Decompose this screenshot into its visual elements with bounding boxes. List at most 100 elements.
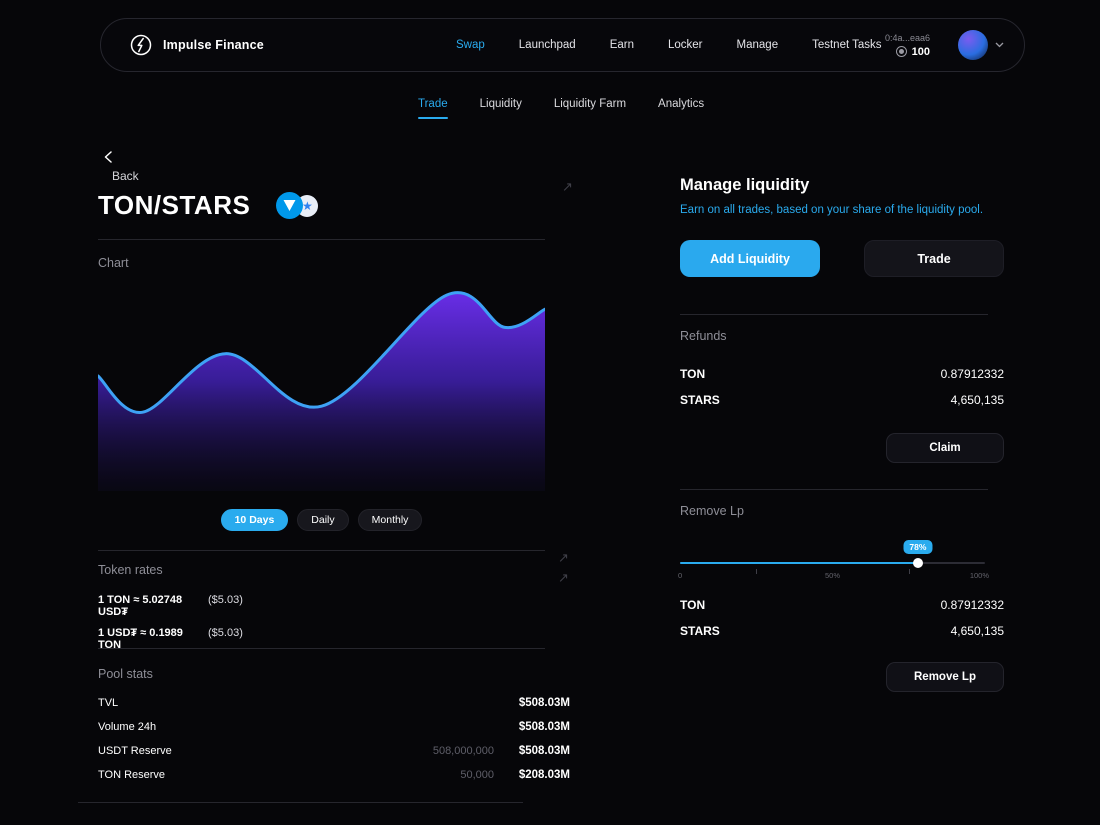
divider (98, 648, 545, 649)
pool-stat-row: TVL $508.03M (98, 691, 570, 715)
pair-token-icons (276, 192, 319, 219)
pool-stat-label: USDT Reserve (98, 745, 172, 757)
rate-text: 1 TON ≈ 5.02748 USD₮ (98, 594, 183, 618)
remove-token-label: STARS (680, 624, 720, 638)
avatar (958, 30, 988, 60)
chart-section-label: Chart (98, 256, 129, 270)
nav-item-manage[interactable]: Manage (736, 39, 779, 51)
tab-liquidity-farm[interactable]: Liquidity Farm (553, 98, 627, 110)
range-button-10days[interactable]: 10 Days (220, 509, 289, 531)
remove-slider-fill (680, 562, 918, 564)
pool-stat-raw: 50,000 (460, 769, 494, 781)
divider (98, 239, 545, 240)
nav-item-testnet-tasks[interactable]: Testnet Tasks (812, 39, 882, 51)
refund-token-value: 4,650,135 (950, 393, 1004, 407)
back-button[interactable]: Back (103, 150, 139, 183)
slider-tick-mark (756, 569, 758, 574)
pool-stats-section: Pool stats TVL $508.03M Volume 24h $508.… (98, 667, 570, 787)
token-rates-title: Token rates (98, 563, 163, 577)
pool-stat-usd: $508.03M (518, 697, 570, 709)
divider (78, 802, 523, 803)
tab-trade[interactable]: Trade (418, 98, 448, 119)
nav-item-swap[interactable]: Swap (456, 39, 485, 51)
remove-token-value: 0.87912332 (940, 598, 1004, 612)
liquidity-actions: Add Liquidity Trade (680, 240, 1004, 277)
slider-tick-label: 50% (824, 571, 841, 580)
claim-button[interactable]: Claim (886, 433, 1004, 463)
pool-stat-row: USDT Reserve 508,000,000 $508.03M (98, 739, 570, 763)
pool-stat-label: Volume 24h (98, 721, 157, 733)
nav-item-launchpad[interactable]: Launchpad (518, 39, 576, 51)
sub-tabs: Trade Liquidity Liquidity Farm Analytics (418, 98, 704, 119)
range-button-daily[interactable]: Daily (297, 509, 349, 531)
refund-row: TON 0.87912332 (680, 367, 1004, 381)
wallet-chip[interactable]: 0:4a...eaa6 100 (885, 33, 930, 58)
trade-button[interactable]: Trade (864, 240, 1004, 277)
refunds-title: Refunds (680, 329, 727, 343)
nav-item-earn[interactable]: Earn (609, 39, 634, 51)
navbar-right: 0:4a...eaa6 100 (885, 30, 1004, 60)
slider-tick-label: 100% (969, 571, 989, 580)
refund-token-value: 0.87912332 (940, 367, 1004, 381)
wallet-address: 0:4a...eaa6 (884, 32, 930, 43)
tab-liquidity[interactable]: Liquidity (479, 98, 522, 110)
brand-name: Impulse Finance (163, 38, 264, 52)
remove-token-label: TON (680, 598, 706, 612)
brand[interactable]: Impulse Finance (129, 33, 264, 57)
remove-row: TON 0.87912332 (680, 598, 1004, 612)
back-label: Back (112, 169, 139, 183)
pool-stat-usd: $508.03M (518, 745, 570, 757)
impulse-logo-icon (130, 34, 152, 56)
rate-usd: ($5.03) (208, 594, 243, 606)
external-link-icon[interactable] (558, 551, 569, 564)
pool-stat-raw: 508,000,000 (432, 745, 494, 757)
refund-row: STARS 4,650,135 (680, 393, 1004, 407)
manage-liquidity-panel: Manage liquidity Earn on all trades, bas… (678, 176, 1004, 692)
remove-lp-button[interactable]: Remove Lp (886, 662, 1004, 692)
slider-tick-mark (908, 569, 910, 574)
pool-stat-row: TON Reserve 50,000 $208.03M (98, 763, 570, 787)
divider (98, 550, 545, 551)
external-link-icon[interactable] (562, 180, 573, 193)
remove-token-value: 4,650,135 (950, 624, 1004, 638)
refund-token-label: TON (680, 367, 706, 381)
divider (680, 489, 988, 490)
top-navbar: Impulse Finance Swap Launchpad Earn Lock… (100, 18, 1025, 72)
pool-stat-label: TVL (98, 697, 119, 709)
remove-row: STARS 4,650,135 (680, 624, 1004, 638)
nav-item-locker[interactable]: Locker (668, 39, 703, 51)
coin-icon (895, 46, 907, 57)
chevron-left-icon (104, 151, 112, 163)
rate-row: 1 TON ≈ 5.02748 USD₮ ($5.03) (98, 594, 545, 618)
panel-subtitle: Earn on all trades, based on your share … (680, 204, 984, 216)
chart-range-buttons: 10 Days Daily Monthly (98, 509, 545, 531)
rate-usd: ($5.03) (208, 627, 243, 639)
wallet-balance: 100 (885, 46, 930, 58)
pair-header: TON/STARS (98, 190, 319, 221)
ton-token-icon (276, 192, 304, 219)
price-area-chart (98, 291, 545, 491)
remove-slider-tooltip: 78% (903, 540, 933, 554)
tab-analytics[interactable]: Analytics (658, 98, 705, 110)
pool-stats-title: Pool stats (98, 667, 153, 681)
remove-lp-title: Remove Lp (680, 504, 744, 518)
wallet-balance-value: 100 (911, 45, 930, 58)
pair-title: TON/STARS (98, 190, 251, 220)
remove-slider-thumb[interactable] (912, 558, 923, 568)
account-menu[interactable] (958, 30, 1004, 60)
token-rates-section: Token rates 1 TON ≈ 5.02748 USD₮ ($5.03)… (98, 563, 545, 660)
add-liquidity-button[interactable]: Add Liquidity (680, 240, 820, 277)
external-link-icon[interactable] (558, 571, 569, 584)
remove-lp-slider[interactable]: 78% 0 50% 100% (678, 540, 989, 580)
pool-stat-usd: $208.03M (518, 769, 570, 781)
divider (680, 314, 988, 315)
slider-tick-label: 0 (678, 571, 683, 580)
pool-stat-label: TON Reserve (98, 769, 166, 781)
refund-token-label: STARS (680, 393, 720, 407)
chevron-down-icon (995, 42, 1004, 48)
pool-stat-usd: $508.03M (518, 721, 570, 733)
main-nav: Swap Launchpad Earn Locker Manage Testne… (456, 39, 882, 51)
panel-title: Manage liquidity (680, 176, 810, 194)
range-button-monthly[interactable]: Monthly (357, 509, 423, 531)
pool-stat-row: Volume 24h $508.03M (98, 715, 570, 739)
